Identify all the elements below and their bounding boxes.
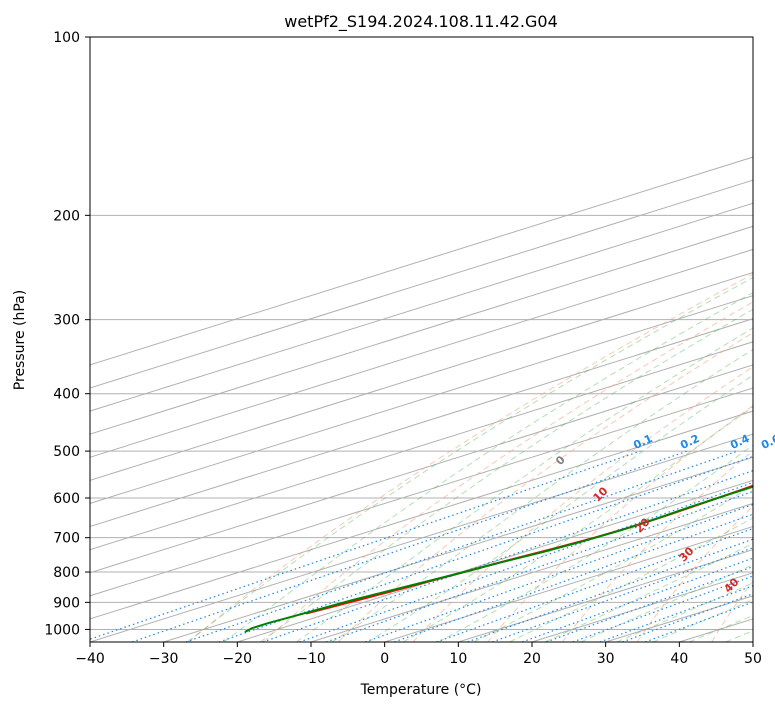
- chart-title: wetPf2_S194.2024.108.11.42.G04: [284, 12, 558, 32]
- isotherm-line: [90, 179, 753, 389]
- y-tick-label: 600: [53, 491, 80, 507]
- isotherm-line: [384, 526, 753, 642]
- isotherm-line: [90, 295, 753, 504]
- moist-adiabat-line: [473, 484, 753, 642]
- y-tick-label: 400: [53, 387, 80, 403]
- x-tick-label: 30: [597, 651, 615, 667]
- isotherm-line: [90, 248, 753, 458]
- moist-adiabat-line: [580, 564, 753, 642]
- isotherm-line: [90, 364, 753, 574]
- moist-adiabat-line: [259, 308, 753, 642]
- isotherm-line: [90, 318, 753, 528]
- x-axis-label: Temperature (°C): [360, 682, 482, 698]
- x-tick-label: −20: [223, 651, 253, 667]
- moist-adiabat-line: [331, 348, 753, 642]
- dewpoint-line: [244, 485, 753, 633]
- y-tick-label: 500: [53, 444, 80, 460]
- isotherm-line: [90, 225, 753, 435]
- mixing-ratio-line: [299, 481, 753, 642]
- y-axis-ticks: 1000 900 800 700 600 500 400 300 200 100: [44, 30, 90, 638]
- moist-adiabat-line: [402, 406, 753, 642]
- dry-adiabat-line: [263, 301, 753, 642]
- y-tick-label: 100: [53, 30, 80, 46]
- isotherm-line: [90, 271, 753, 481]
- x-axis-ticks: −40 −30 −20 −10 0 10 20 30 40 50: [75, 642, 762, 667]
- isotherm-line: [90, 341, 753, 551]
- isotherm-line: [237, 479, 753, 642]
- x-tick-label: 40: [670, 651, 688, 667]
- moist-adiabat-line: [509, 517, 753, 642]
- mixing-ratio-line: [365, 503, 753, 642]
- x-tick-label: −10: [296, 651, 326, 667]
- isotherm-line: [90, 410, 753, 620]
- profile-lines: [244, 484, 753, 633]
- background-lines: [90, 37, 753, 642]
- moist-adiabat-line: [223, 292, 753, 642]
- isotherm-line: [163, 456, 753, 642]
- mixing-ratio-line: [325, 490, 753, 642]
- plot-frame: [89, 36, 754, 643]
- y-axis-label: Pressure (hPa): [12, 290, 28, 390]
- x-tick-label: 50: [744, 651, 762, 667]
- y-tick-label: 800: [53, 565, 80, 581]
- dry-adiabat-line: [487, 404, 753, 642]
- isotherm-line: [90, 156, 753, 366]
- mixing-ratio-line: [644, 601, 753, 642]
- isotherm-line: [90, 387, 753, 597]
- y-tick-label: 900: [53, 595, 80, 611]
- mixing-ratio-line: [131, 450, 688, 642]
- dry-adiabat-line: [711, 580, 753, 642]
- isotherm-line: [310, 502, 753, 642]
- mixing-ratio-line: [90, 450, 641, 640]
- mixing-ratio-line: [393, 513, 753, 642]
- moist-adiabat-line: [367, 374, 753, 642]
- x-tick-label: 0: [380, 651, 389, 667]
- dry-adiabat-line: [636, 505, 753, 642]
- y-tick-label: 200: [53, 208, 80, 224]
- x-tick-label: 20: [523, 651, 541, 667]
- x-tick-label: −40: [75, 651, 105, 667]
- y-tick-label: 1000: [44, 622, 80, 638]
- mixing-ratio-line: [262, 469, 753, 642]
- y-tick-label: 300: [53, 313, 80, 329]
- moist-adiabat-line: [187, 277, 753, 642]
- isotherm-line: [90, 433, 753, 642]
- x-tick-label: −30: [149, 651, 179, 667]
- y-tick-label: 700: [53, 531, 80, 547]
- x-tick-label: 10: [449, 651, 467, 667]
- mixing-ratio-line: [185, 450, 738, 642]
- moist-adiabat-line: [616, 582, 753, 642]
- dry-adiabat-line: [561, 450, 753, 642]
- isotherm-line: [90, 202, 753, 412]
